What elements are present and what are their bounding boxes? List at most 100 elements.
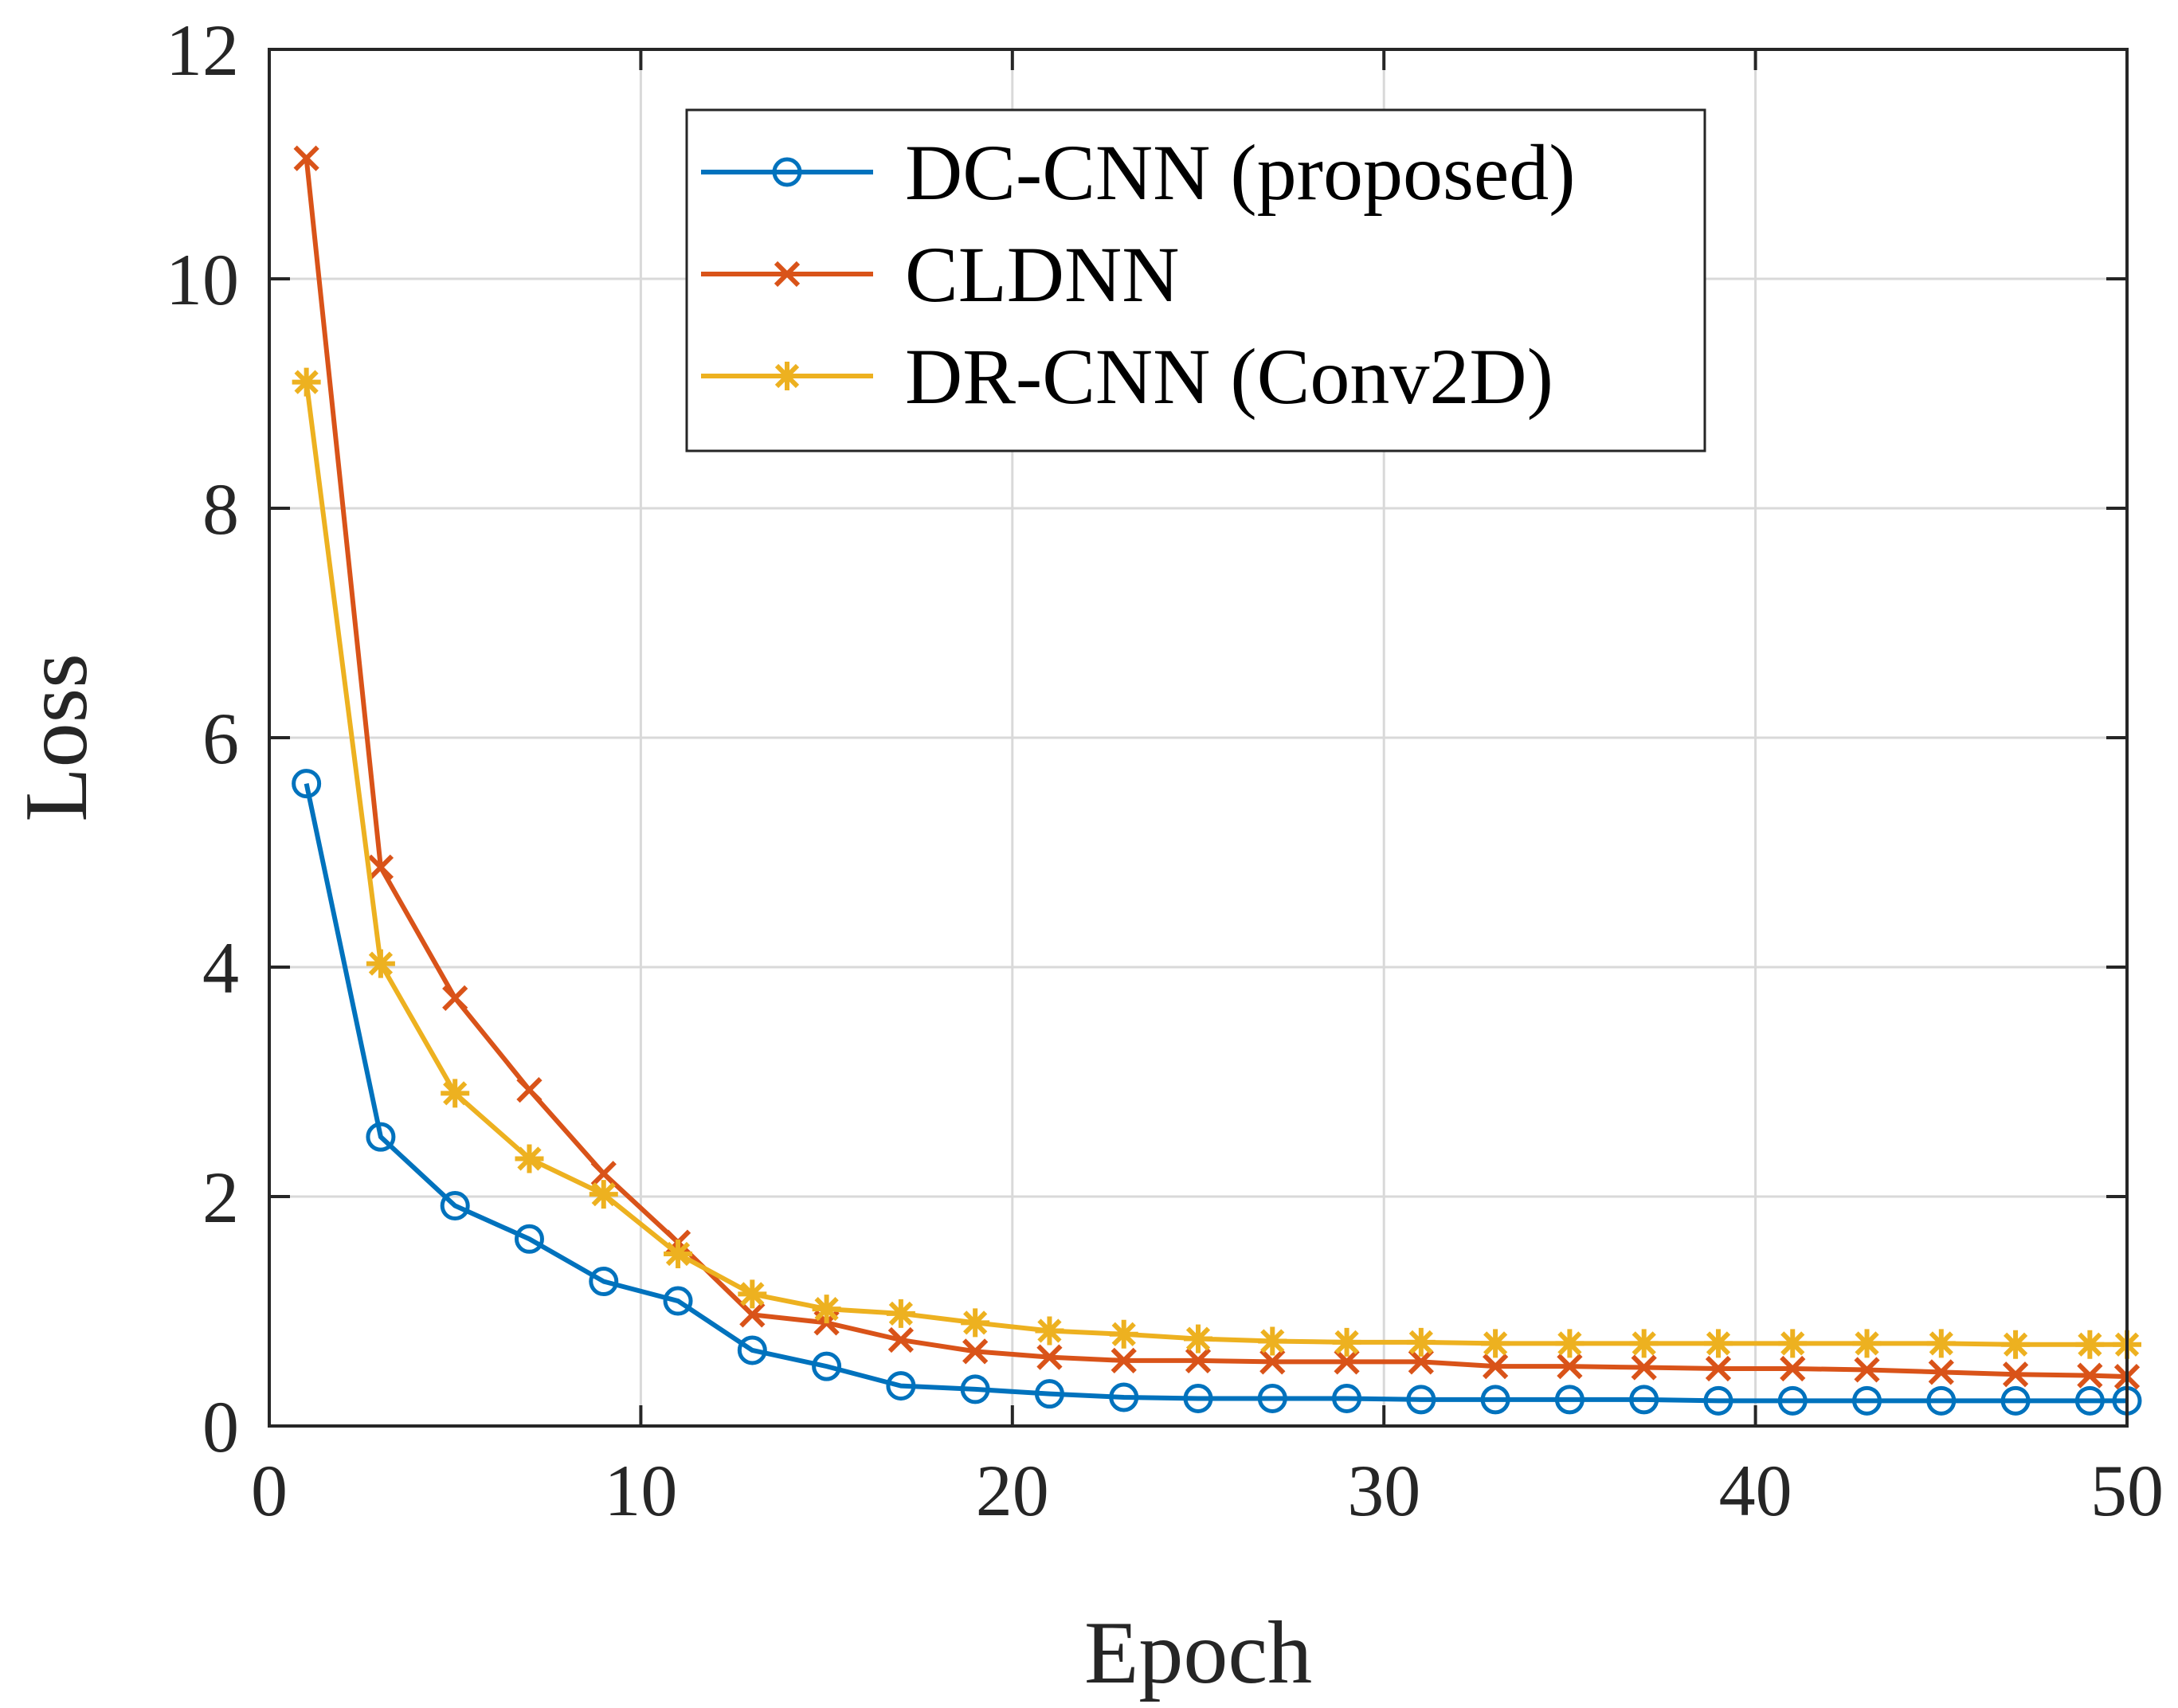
x-axis-label: Epoch (1084, 1604, 1312, 1702)
y-tick-label-4: 4 (202, 927, 239, 1009)
legend-entries: DC-CNN (proposed) CLDNN DR-CNN (Conv2D) (701, 128, 1576, 421)
legend-box (685, 108, 1706, 452)
series-2-point-5 (664, 1240, 693, 1268)
series-1-point-1 (367, 854, 394, 880)
series-0-point-17 (1554, 1385, 1585, 1415)
series-1-point-9 (962, 1338, 989, 1365)
legend-label-1: CLDNN (905, 230, 1179, 319)
series-0-point-19 (1703, 1385, 1733, 1416)
series-2-point-12 (1184, 1324, 1212, 1353)
legend-marker-1 (774, 261, 801, 288)
series-line-1 (304, 158, 2128, 1380)
y-tick-label-12: 12 (166, 10, 239, 91)
series-2-point-7 (812, 1295, 841, 1324)
series-2-point-21 (1852, 1329, 1882, 1358)
legend-marker-2 (773, 362, 801, 390)
series-1-point-2 (442, 985, 468, 1012)
x-tick-label-50: 50 (2090, 1450, 2164, 1531)
series-2-point-1 (366, 949, 395, 978)
series-2-point-23 (2001, 1330, 2031, 1359)
series-0-point-23 (2000, 1385, 2031, 1416)
x-tick-label-20: 20 (976, 1450, 1049, 1531)
series-1-point-22 (1928, 1359, 1954, 1385)
series-layer (292, 145, 2142, 1416)
series-2-point-3 (515, 1144, 544, 1173)
series-0-point-4 (589, 1267, 619, 1297)
series-1-point-8 (887, 1326, 915, 1353)
x-tick-label-30: 30 (1347, 1450, 1420, 1531)
series-2-point-22 (1926, 1329, 1956, 1358)
series-2-point-13 (1258, 1326, 1287, 1356)
series-0 (292, 769, 2142, 1416)
y-axis-label: Loss (7, 653, 106, 822)
legend-label-2: DR-CNN (Conv2D) (905, 332, 1553, 421)
legend-marker-0 (772, 157, 802, 187)
x-tick-label-10: 10 (604, 1450, 677, 1531)
series-2-point-17 (1555, 1329, 1585, 1358)
series-2-point-19 (1703, 1329, 1733, 1358)
series-0-point-20 (1777, 1385, 1808, 1416)
series-2-point-0 (292, 367, 321, 397)
series-0-point-5 (663, 1286, 693, 1316)
series-0-point-3 (514, 1224, 544, 1254)
series-0-point-12 (1183, 1383, 1213, 1413)
series-1-point-17 (1557, 1353, 1583, 1380)
axis-ticks (268, 48, 2129, 1428)
series-0-point-21 (1852, 1385, 1882, 1416)
y-tick-label-2: 2 (202, 1157, 239, 1238)
series-2-point-8 (886, 1299, 915, 1328)
legend-entry-0: DC-CNN (proposed) (701, 128, 1576, 217)
series-0-point-1 (366, 1122, 396, 1152)
series-1-point-21 (1854, 1357, 1880, 1383)
series-1-point-0 (293, 145, 319, 171)
series-2-point-16 (1481, 1329, 1510, 1358)
series-2 (292, 367, 2141, 1359)
y-tick-label-8: 8 (202, 468, 239, 550)
series-1-point-23 (2002, 1361, 2029, 1388)
series-2-point-4 (589, 1180, 618, 1209)
series-1-point-16 (1482, 1353, 1509, 1380)
series-0-point-10 (1034, 1379, 1064, 1409)
x-tick-label-0: 0 (251, 1450, 288, 1531)
series-1-point-6 (739, 1302, 766, 1328)
legend: DC-CNN (proposed) CLDNN DR-CNN (Conv2D) (685, 108, 1706, 452)
series-2-point-15 (1406, 1327, 1436, 1357)
legend-entry-1: CLDNN (701, 230, 1179, 319)
series-0-point-11 (1109, 1382, 1139, 1412)
series-2-point-11 (1109, 1319, 1138, 1349)
tick-labels: 0 10 20 30 40 50 0 2 4 6 8 10 12 (166, 10, 2164, 1531)
series-0-point-14 (1332, 1383, 1362, 1413)
y-tick-label-6: 6 (202, 698, 239, 779)
x-tick-label-40: 40 (1719, 1450, 1792, 1531)
series-2-point-18 (1629, 1329, 1659, 1358)
series-0-point-15 (1406, 1385, 1436, 1415)
series-1-point-19 (1705, 1355, 1732, 1382)
series-1-point-4 (590, 1161, 617, 1187)
series-0-point-22 (1926, 1385, 1957, 1416)
series-1-point-11 (1111, 1347, 1137, 1374)
series-0-point-7 (812, 1351, 842, 1381)
y-tick-label-0: 0 (202, 1386, 239, 1467)
series-2-point-24 (2075, 1330, 2105, 1359)
legend-label-0: DC-CNN (proposed) (905, 128, 1576, 217)
series-1-point-18 (1631, 1354, 1657, 1381)
series-0-point-24 (2074, 1385, 2105, 1416)
series-1-point-3 (516, 1076, 543, 1103)
series-2-point-10 (1035, 1316, 1064, 1346)
series-2-point-6 (738, 1279, 767, 1309)
series-0-point-0 (292, 769, 322, 799)
series-2-point-14 (1332, 1327, 1361, 1357)
series-0-point-18 (1629, 1385, 1659, 1415)
series-0-point-2 (440, 1191, 470, 1221)
series-1-point-12 (1185, 1347, 1212, 1374)
series-0-point-9 (960, 1374, 990, 1404)
y-tick-label-10: 10 (166, 239, 239, 320)
legend-entry-2: DR-CNN (Conv2D) (701, 332, 1553, 421)
series-1-point-10 (1036, 1344, 1063, 1370)
series-0-point-13 (1257, 1383, 1287, 1413)
series-0-point-16 (1480, 1385, 1510, 1415)
series-2-point-2 (441, 1079, 470, 1108)
series-1-point-15 (1408, 1349, 1434, 1375)
series-2-point-9 (961, 1308, 990, 1338)
